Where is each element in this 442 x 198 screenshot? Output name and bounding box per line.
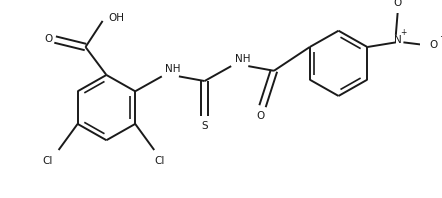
Text: S: S (201, 121, 208, 131)
Text: NH: NH (165, 64, 181, 74)
Text: O: O (256, 110, 265, 121)
Text: N: N (394, 35, 402, 46)
Text: O: O (430, 40, 438, 50)
Text: O: O (44, 34, 53, 44)
Text: Cl: Cl (42, 156, 53, 166)
Text: NH: NH (235, 54, 250, 64)
Text: −: − (438, 31, 442, 40)
Text: O: O (394, 0, 402, 8)
Text: OH: OH (108, 13, 124, 23)
Text: +: + (400, 28, 407, 37)
Text: Cl: Cl (155, 156, 165, 166)
